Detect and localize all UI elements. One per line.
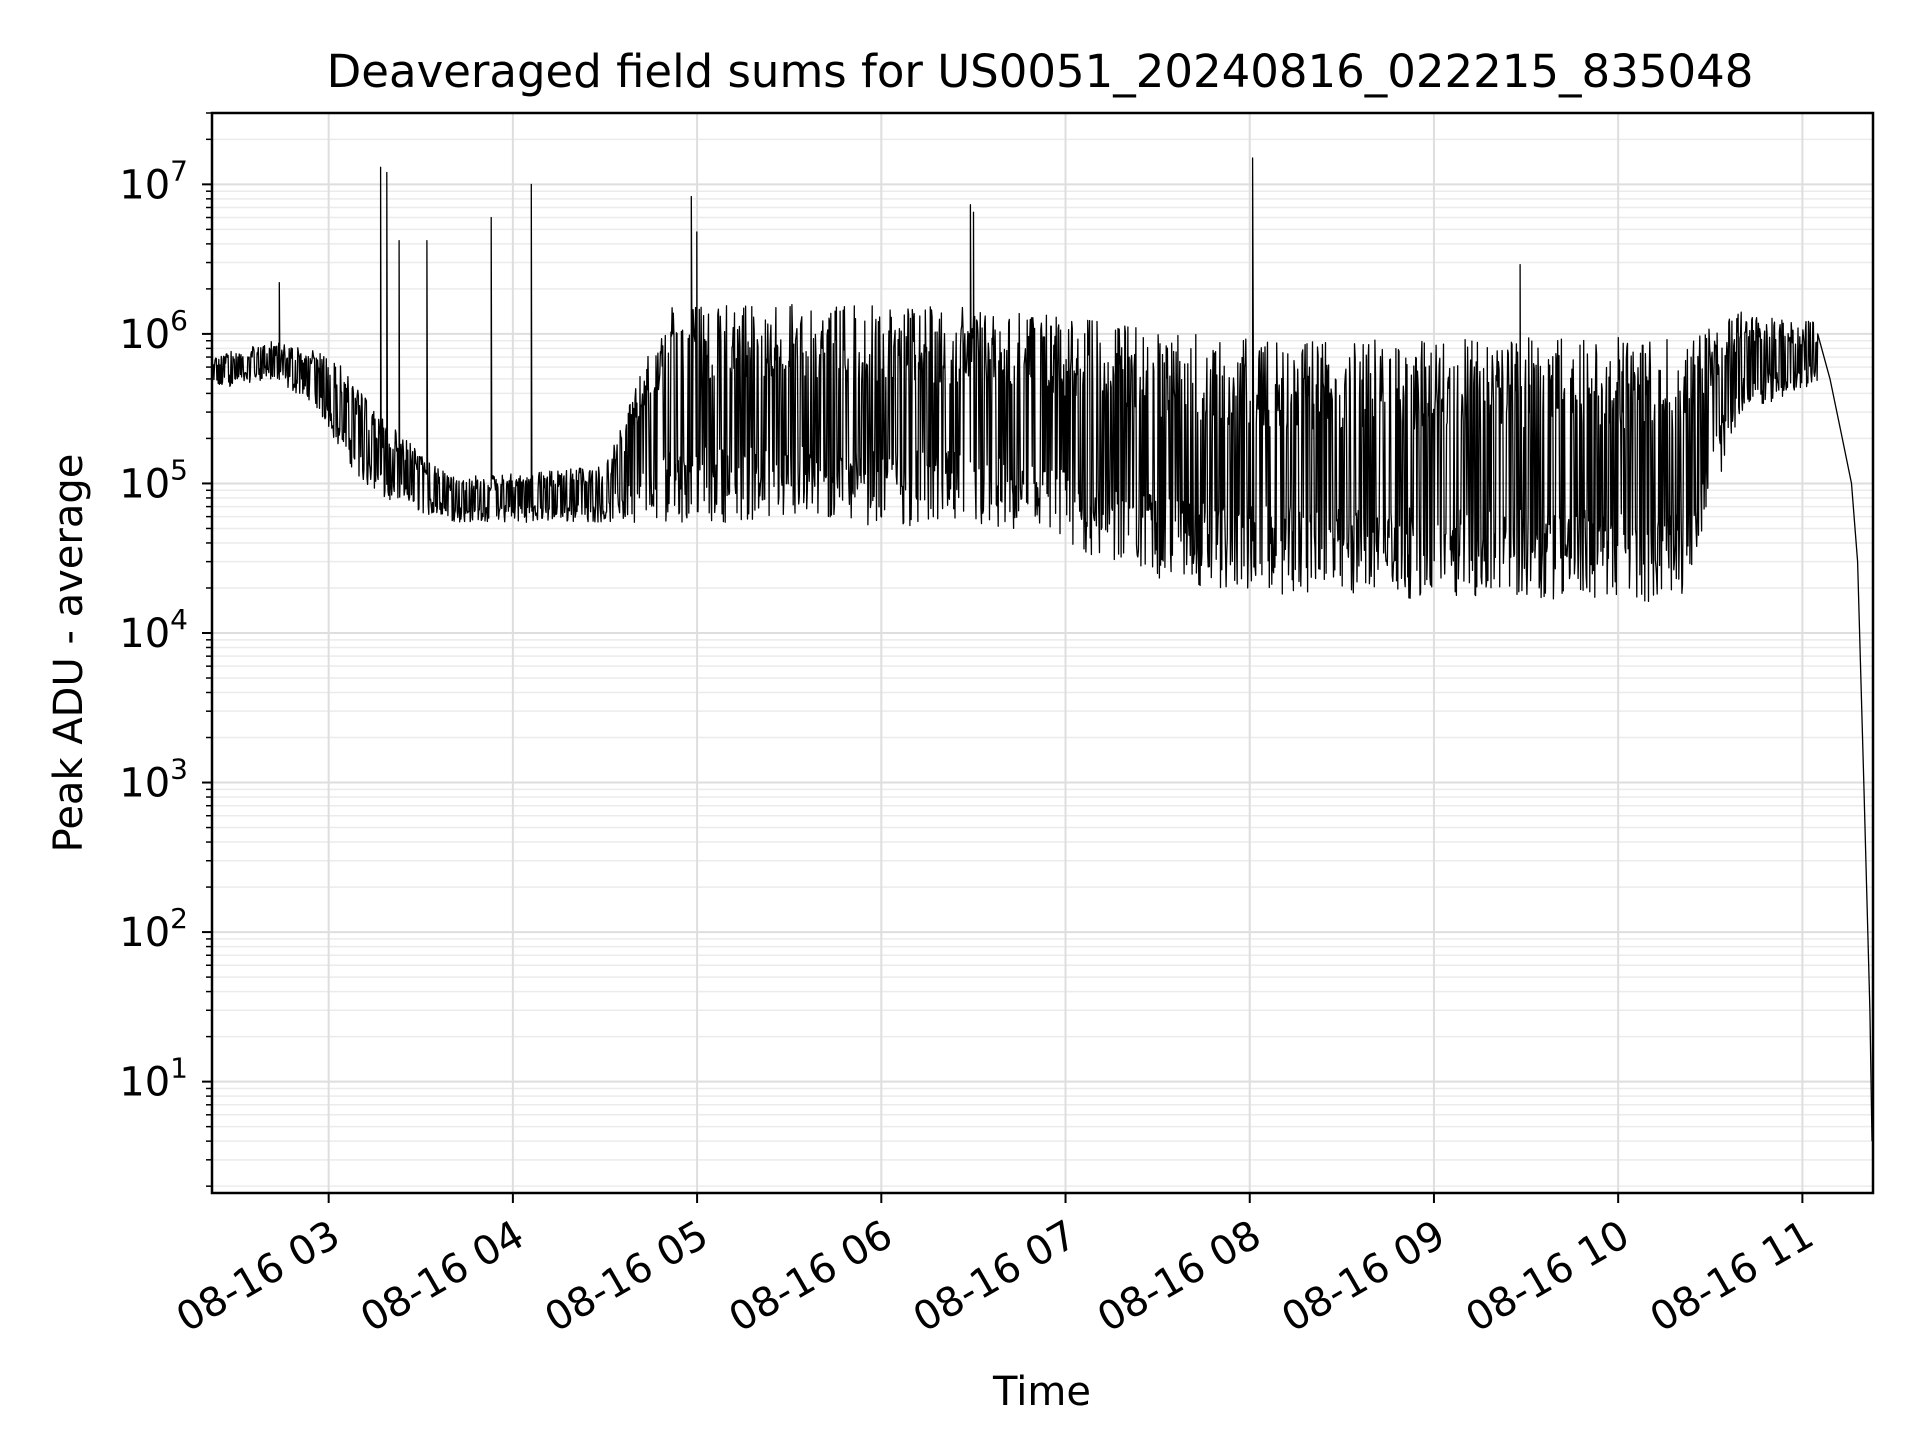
y-tick-label: 106 — [119, 304, 188, 358]
plot-frame — [210, 111, 1875, 1195]
x-axis-label: Time — [992, 1369, 1091, 1415]
series-line — [211, 157, 1873, 1142]
y-axis-label: Peak ADU - average — [46, 454, 92, 853]
chart-title: Deaveraged field sums for US0051_2024081… — [327, 45, 1754, 98]
data-layer — [211, 157, 1873, 1142]
y-tick-label: 102 — [119, 902, 188, 956]
y-tick-label: 104 — [119, 603, 188, 657]
y-tick-label: 101 — [119, 1052, 188, 1106]
y-tick-label: 103 — [119, 753, 188, 807]
y-tick-label: 107 — [119, 154, 188, 208]
y-tick-label: 105 — [119, 453, 188, 507]
